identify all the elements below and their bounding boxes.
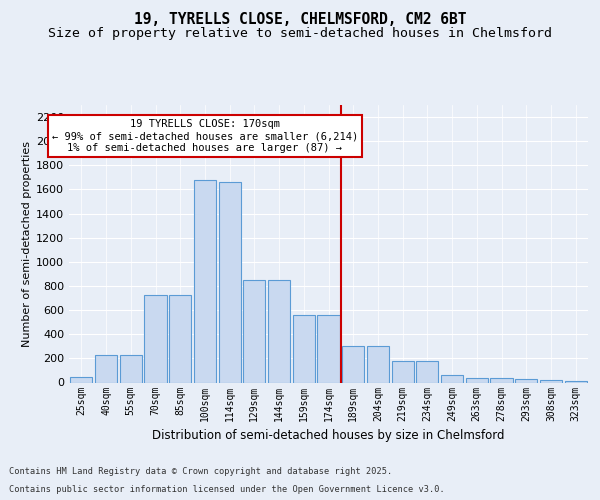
- Bar: [367, 346, 389, 382]
- Bar: [490, 378, 512, 382]
- Bar: [416, 361, 439, 382]
- Y-axis label: Number of semi-detached properties: Number of semi-detached properties: [22, 141, 32, 347]
- Bar: [145, 295, 167, 382]
- Bar: [392, 361, 414, 382]
- Text: 19 TYRELLS CLOSE: 170sqm
← 99% of semi-detached houses are smaller (6,214)
1% of: 19 TYRELLS CLOSE: 170sqm ← 99% of semi-d…: [52, 120, 358, 152]
- Bar: [268, 280, 290, 382]
- Bar: [441, 376, 463, 382]
- Bar: [243, 280, 265, 382]
- Text: Contains public sector information licensed under the Open Government Licence v3: Contains public sector information licen…: [9, 485, 445, 494]
- Bar: [169, 295, 191, 382]
- Bar: [342, 346, 364, 382]
- Bar: [95, 356, 117, 382]
- Bar: [194, 180, 216, 382]
- Bar: [540, 380, 562, 382]
- Bar: [119, 355, 142, 382]
- Bar: [317, 315, 340, 382]
- Bar: [466, 378, 488, 382]
- X-axis label: Distribution of semi-detached houses by size in Chelmsford: Distribution of semi-detached houses by …: [152, 429, 505, 442]
- Bar: [218, 182, 241, 382]
- Text: Size of property relative to semi-detached houses in Chelmsford: Size of property relative to semi-detach…: [48, 28, 552, 40]
- Text: 19, TYRELLS CLOSE, CHELMSFORD, CM2 6BT: 19, TYRELLS CLOSE, CHELMSFORD, CM2 6BT: [134, 12, 466, 28]
- Text: Contains HM Land Registry data © Crown copyright and database right 2025.: Contains HM Land Registry data © Crown c…: [9, 467, 392, 476]
- Bar: [515, 380, 538, 382]
- Bar: [70, 377, 92, 382]
- Bar: [293, 315, 315, 382]
